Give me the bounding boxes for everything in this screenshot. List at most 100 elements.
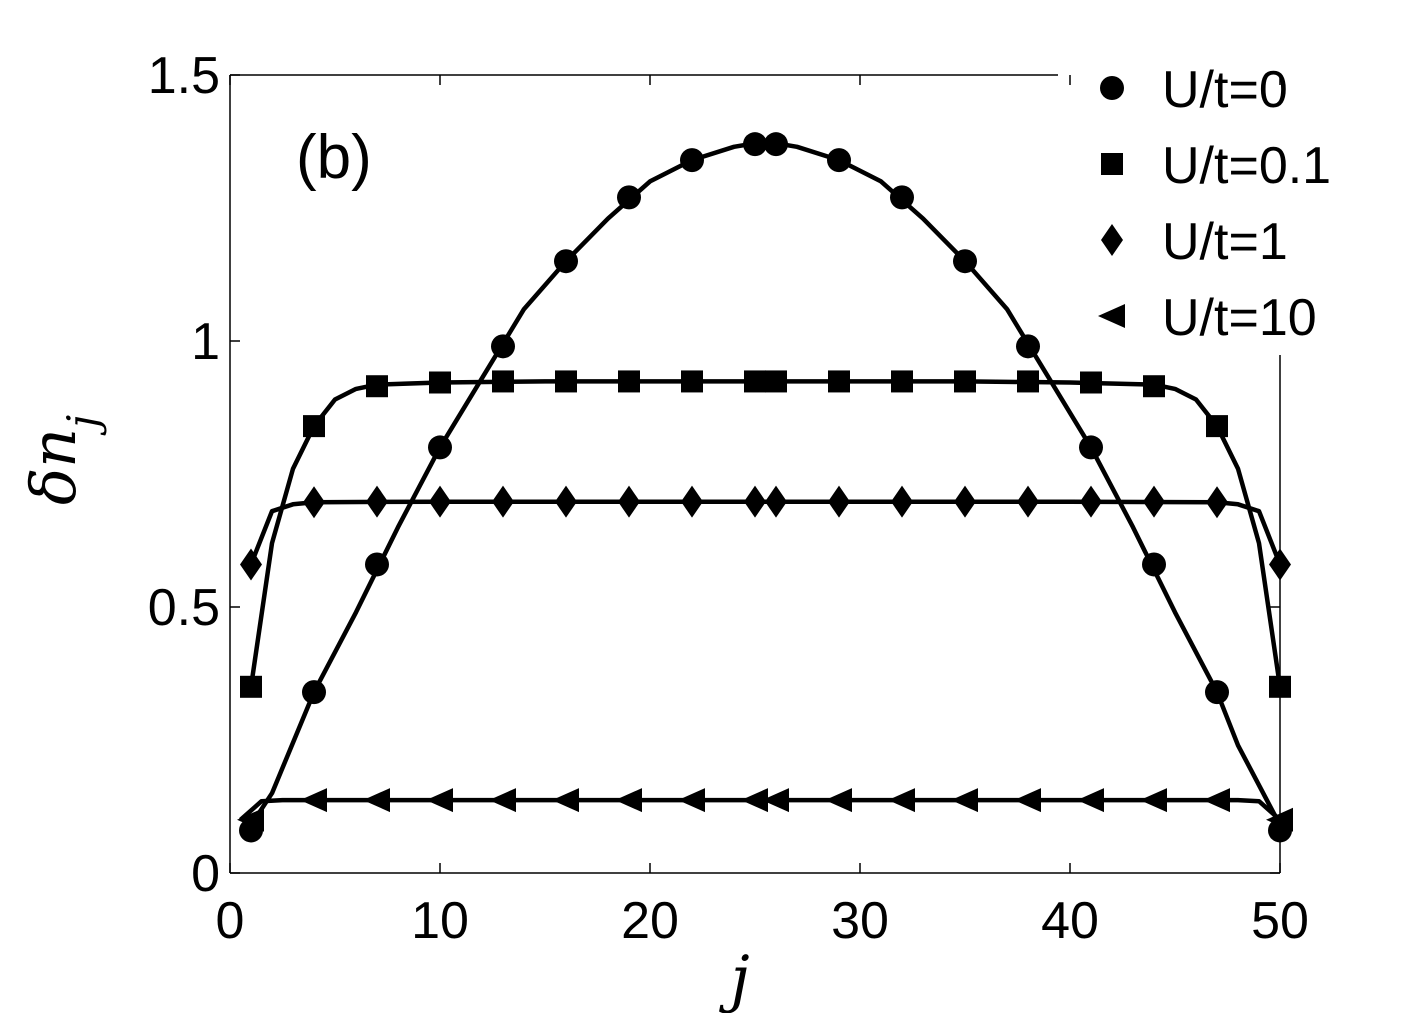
data-point [828,485,850,518]
x-tick-label: 30 [831,892,889,950]
data-point [363,788,390,813]
data-point [765,485,787,518]
data-point [765,370,787,393]
data-point [617,185,641,210]
data-point [888,788,915,813]
data-point [953,249,977,274]
data-point [1014,788,1041,813]
data-point [300,788,327,813]
data-point [489,788,516,813]
legend-item: U/t=0.1 [1101,137,1331,195]
data-point [1206,415,1228,438]
data-point [492,485,514,518]
data-point [237,807,264,832]
data-point [491,334,515,359]
legend-marker [1098,304,1125,328]
data-point [240,675,262,698]
data-point [954,485,976,518]
legend-label: U/t=0 [1162,61,1288,119]
data-point [951,788,978,813]
data-point [744,485,766,518]
x-tick-label: 10 [411,892,469,950]
data-point [428,435,452,460]
data-point [828,370,850,393]
data-point [1206,486,1228,519]
data-point [762,788,789,813]
legend-label: U/t=1 [1162,213,1288,271]
data-point [680,148,704,173]
data-point [618,485,640,518]
data-point [426,788,453,813]
svg-text:δnj: δnj [17,415,107,505]
data-point [1079,435,1103,460]
data-point [1143,485,1165,518]
data-point [741,788,768,813]
panel-label: (b) [296,123,372,192]
data-point [552,788,579,813]
x-tick-label: 50 [1251,892,1309,950]
data-point [365,552,389,577]
y-tick-label: 1.5 [148,47,220,105]
data-point [891,485,913,518]
data-point [1143,375,1165,398]
data-point [1017,485,1039,518]
data-point [744,370,766,393]
x-tick-label: 40 [1041,892,1099,950]
y-tick-label: 0.5 [148,579,220,637]
x-tick-label: 0 [216,892,245,950]
legend-label: U/t=10 [1162,289,1317,347]
data-point [492,370,514,393]
data-point [366,485,388,518]
data-point [555,370,577,393]
y-tick-label: 1 [191,313,220,371]
legend-marker [1101,153,1123,175]
series-3 [237,788,1293,832]
data-point [681,485,703,518]
data-point [615,788,642,813]
data-point [825,788,852,813]
data-point [1016,334,1040,359]
data-point [743,132,767,157]
legend: U/t=0 U/t=0.1 U/t=1 U/t=10 [1098,61,1331,347]
data-point [1080,371,1102,394]
data-point [764,132,788,157]
x-tick-label: 20 [621,892,679,950]
legend-label: U/t=0.1 [1162,137,1331,195]
y-axis-title: δnj [17,415,107,505]
data-point [555,485,577,518]
axes: 0 10 20 30 40 50 0 0.5 1 1.5 [148,47,1309,950]
data-point [1142,552,1166,577]
data-point [1203,788,1230,813]
legend-item: U/t=1 [1101,213,1288,271]
data-point [618,370,640,393]
data-point [554,249,578,274]
data-point [302,680,326,705]
data-point [366,375,388,398]
data-point [891,370,913,393]
data-point [890,185,914,210]
data-point [954,370,976,393]
data-point [1017,370,1039,393]
y-tick-label: 0 [191,845,220,903]
data-point [429,371,451,394]
legend-marker [1101,224,1123,256]
series-2 [240,485,1291,581]
data-point [1140,788,1167,813]
series-1 [240,370,1291,698]
data-point [240,548,262,581]
data-point [429,485,451,518]
data-point [681,370,703,393]
plot-area [237,132,1293,843]
legend-item: U/t=10 [1098,289,1317,347]
data-point [303,415,325,438]
legend-marker [1100,76,1124,100]
data-point [827,148,851,173]
data-point [1077,788,1104,813]
data-point [1080,485,1102,518]
data-point [303,486,325,519]
data-point [678,788,705,813]
data-point [1205,680,1229,705]
y-axis-title-main: δn [17,428,90,505]
